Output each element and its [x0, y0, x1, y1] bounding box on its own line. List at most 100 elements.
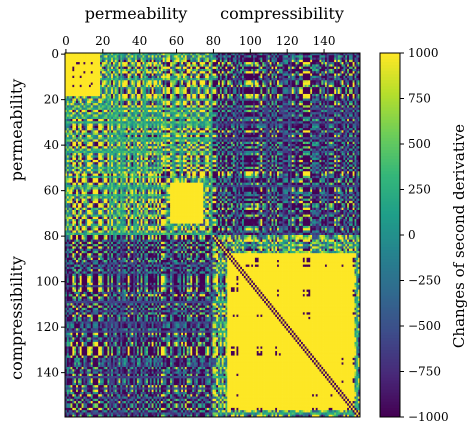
heatmap-cell: [260, 84, 263, 88]
heatmap-cell: [171, 62, 175, 65]
heatmap-cell: [282, 89, 285, 93]
heatmap-cell: [352, 53, 355, 56]
heatmap-cell: [284, 80, 287, 83]
heatmap-cell: [153, 64, 156, 67]
heatmap-cell: [171, 89, 175, 93]
heatmap-cell: [310, 91, 313, 95]
heatmap-cell: [328, 107, 331, 111]
heatmap-cell: [205, 103, 208, 106]
heatmap-cell: [282, 87, 285, 90]
heatmap-cell: [356, 80, 359, 83]
heatmap-cell: [332, 105, 335, 108]
heatmap-cell: [317, 68, 320, 72]
heatmap-cell: [288, 71, 291, 74]
heatmap-cell: [249, 107, 252, 111]
heatmap-cell: [118, 71, 121, 74]
heatmap-cell: [317, 53, 320, 56]
heatmap-cell: [297, 71, 300, 74]
heatmap-cell: [162, 105, 165, 108]
heatmap-cell: [262, 66, 265, 70]
heatmap-cell: [109, 66, 112, 70]
heatmap-cell: [258, 73, 261, 77]
heatmap-cell: [68, 89, 71, 93]
heatmap-cell: [243, 55, 247, 58]
heatmap-cell: [127, 78, 130, 81]
heatmap-cell: [221, 103, 224, 106]
heatmap-cell: [301, 91, 304, 95]
heatmap-cell: [205, 98, 208, 102]
heatmap-cell: [199, 53, 202, 56]
heatmap-cell: [162, 98, 165, 102]
heatmap-cell: [179, 107, 182, 111]
heatmap-cell: [208, 100, 212, 104]
heatmap-cell: [81, 71, 84, 74]
heatmap-cell: [159, 78, 162, 81]
heatmap-cell: [88, 103, 92, 106]
heatmap-cell: [131, 71, 134, 74]
heatmap-cell: [339, 66, 342, 70]
heatmap-cell: [194, 71, 197, 74]
heatmap-cell: [195, 68, 199, 72]
heatmap-cell: [208, 66, 212, 70]
heatmap-cell: [280, 89, 283, 93]
heatmap-cell: [306, 57, 309, 61]
heatmap-cell: [173, 80, 176, 83]
heatmap-cell: [288, 55, 291, 58]
heatmap-cell: [208, 96, 212, 99]
heatmap-cell: [254, 55, 258, 58]
heatmap-cell: [354, 55, 357, 58]
heatmap-cell: [260, 53, 263, 56]
heatmap-cell: [181, 57, 184, 61]
heatmap-cell: [155, 68, 158, 72]
heatmap-cell: [350, 64, 353, 67]
heatmap-cell: [186, 78, 189, 81]
heatmap-cell: [135, 75, 138, 79]
heatmap-cell: [313, 62, 317, 65]
heatmap-cell: [352, 59, 355, 63]
heatmap-cell: [72, 71, 75, 74]
heatmap-cell: [352, 89, 355, 93]
heatmap-cell: [72, 78, 75, 81]
heatmap-cell: [324, 55, 328, 58]
heatmap-cell: [301, 64, 304, 67]
heatmap-cell: [100, 109, 103, 113]
heatmap-cell: [195, 62, 199, 65]
heatmap-cell: [197, 75, 200, 79]
heatmap-cell: [127, 62, 130, 65]
heatmap-cell: [249, 96, 252, 99]
heatmap-cell: [124, 71, 127, 74]
heatmap-cell: [98, 89, 101, 93]
heatmap-cell: [87, 82, 90, 86]
heatmap-cell: [205, 64, 208, 67]
heatmap-cell: [345, 103, 348, 106]
heatmap-cell: [206, 103, 210, 106]
heatmap-cell: [77, 80, 81, 83]
heatmap-cell: [136, 105, 140, 108]
heatmap-cell: [201, 78, 204, 81]
heatmap-cell: [341, 71, 344, 74]
heatmap-cell: [321, 73, 324, 77]
heatmap-cell: [271, 105, 274, 108]
heatmap-cell: [243, 96, 247, 99]
heatmap-cell: [245, 59, 248, 63]
heatmap-cell: [212, 89, 215, 93]
heatmap-cell: [109, 80, 112, 83]
heatmap-cell: [206, 100, 210, 104]
heatmap-cell: [111, 93, 114, 97]
heatmap-cell: [149, 96, 153, 99]
heatmap-cell: [138, 78, 141, 81]
heatmap-cell: [144, 66, 147, 70]
heatmap-cell: [140, 80, 143, 83]
heatmap-cell: [238, 98, 241, 102]
heatmap-cell: [190, 89, 193, 93]
heatmap-cell: [225, 105, 228, 108]
heatmap-cell: [79, 93, 82, 97]
heatmap-cell: [295, 75, 298, 79]
heatmap-cell: [323, 80, 326, 83]
heatmap-cell: [149, 100, 153, 104]
heatmap-cell: [328, 96, 331, 99]
heatmap-cell: [160, 87, 164, 90]
heatmap-cell: [321, 62, 324, 65]
heatmap-cell: [107, 84, 110, 88]
heatmap-cell: [155, 96, 158, 99]
